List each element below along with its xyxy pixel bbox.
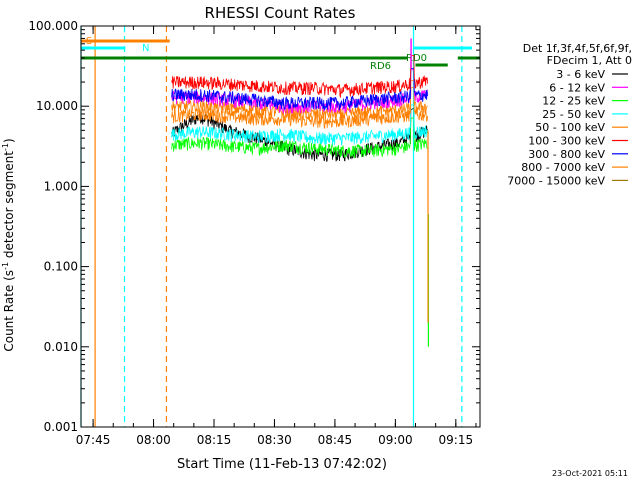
rd0-flag-label: RD0 <box>406 53 427 64</box>
y-axis-label-part-3: ) <box>2 138 16 143</box>
x-tick-label: 09:15 <box>439 433 474 447</box>
y-tick-label: 0.100 <box>44 260 78 274</box>
x-tick-label: 08:15 <box>197 433 232 447</box>
legend-entry-label: 800 - 7000 keV <box>521 161 605 174</box>
y-axis-label-part-1: Count Rate (s <box>2 270 16 352</box>
y-axis-label-sup-2: -1 <box>1 143 10 151</box>
x-tick-label: 09:00 <box>378 433 413 447</box>
series-line <box>171 67 429 111</box>
legend-header-line-2: FDecim 1, Att 0 <box>547 54 632 67</box>
x-tick-label: 08:30 <box>257 433 292 447</box>
legend-entry-label: 300 - 800 keV <box>528 148 605 161</box>
y-tick-label: 10.000 <box>36 99 78 113</box>
chart-title: RHESSI Count Rates <box>205 4 356 22</box>
y-tick-label: 1.000 <box>44 179 78 193</box>
x-tick-label: 07:45 <box>76 433 111 447</box>
series-line <box>171 80 428 122</box>
footer-timestamp: 23-Oct-2021 05:11 <box>552 469 628 478</box>
x-axis-label: Start Time (11-Feb-13 07:42:02) <box>177 457 387 472</box>
axes-layer: 0.001 0.010 0.100 1.000 10.000 100.000 07:45 08… <box>28 19 481 447</box>
series-line <box>171 54 429 99</box>
legend-entry-label: 25 - 50 keV <box>542 108 605 121</box>
series-line <box>171 117 428 159</box>
legend-entry-label: 12 - 25 keV <box>542 95 605 108</box>
night-flag-label: N <box>142 43 149 54</box>
legend-entry-label: 7000 - 15000 keV <box>507 174 605 187</box>
legend-entry-label: 50 - 100 keV <box>535 121 605 134</box>
plot-frame <box>80 25 481 428</box>
svg-text:Count Rate (s-1 detector segme: Count Rate (s-1 detector segment-1) <box>1 138 16 351</box>
legend-header-line-1: Det 1f,3f,4f,5f,6f,9f, <box>523 42 632 55</box>
series-line <box>171 87 429 129</box>
legend-layer: Det 1f,3f,4f,5f,6f,9f,FDecim 1, Att 03 -… <box>507 42 632 187</box>
series-line <box>171 104 429 146</box>
rd6-flag-label: RD6 <box>370 61 391 72</box>
x-tick-label: 08:45 <box>318 433 353 447</box>
y-tick-label: 100.000 <box>28 19 78 33</box>
y-axis-label: Count Rate (s-1 detector segment-1) <box>1 138 16 351</box>
legend-entry-label: 100 - 300 keV <box>528 135 605 148</box>
y-axis-label-part-2: detector segment <box>2 151 16 262</box>
legend-entry-label: 3 - 6 keV <box>556 68 605 81</box>
saa-flag-label: S <box>86 36 92 47</box>
y-axis-label-sup-1: -1 <box>1 262 10 270</box>
y-tick-label: 0.010 <box>44 340 78 354</box>
y-tick-label: 0.001 <box>44 420 78 434</box>
x-tick-label: 08:00 <box>136 433 171 447</box>
series-line <box>171 69 428 115</box>
legend-entry-label: 6 - 12 keV <box>549 81 605 94</box>
plot-layer: S N RD6 RD0 <box>80 26 480 427</box>
